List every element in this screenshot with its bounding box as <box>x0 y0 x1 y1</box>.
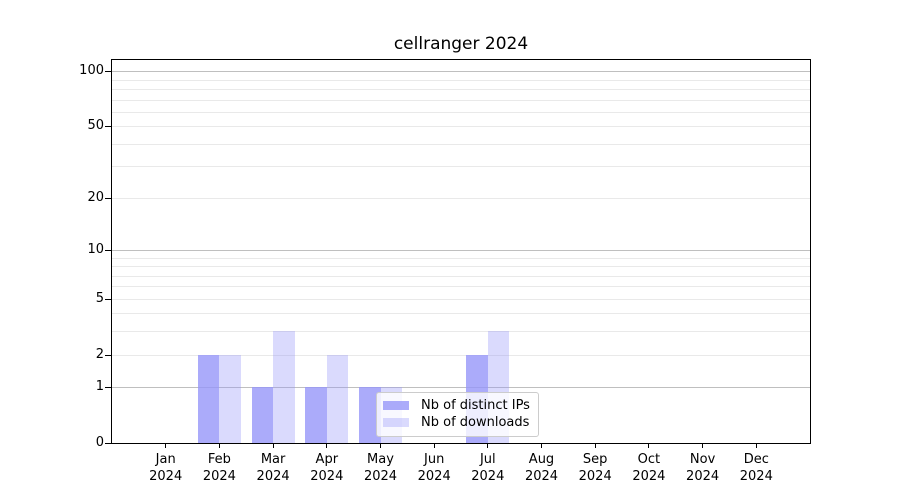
x-tick-mark <box>541 443 542 448</box>
x-tick-label: May 2024 <box>363 452 398 484</box>
legend-item-downloads: Nb of downloads <box>383 414 530 431</box>
y-tick-mark <box>105 298 111 300</box>
y-tick-label: 20 <box>87 189 104 205</box>
x-tick-label: Oct 2024 <box>632 452 666 484</box>
bars-layer <box>112 60 810 443</box>
y-tick-label: 0 <box>95 435 104 450</box>
minor-gridline <box>112 331 810 333</box>
minor-gridline <box>112 266 810 267</box>
minor-gridline <box>112 79 810 81</box>
x-tick-label: Jan 2024 <box>149 452 183 484</box>
bar-feb-downloads <box>219 354 241 443</box>
minor-gridline <box>112 143 810 145</box>
x-tick-mark <box>702 443 704 448</box>
y-tick-label: 10 <box>87 241 104 257</box>
x-tick-mark <box>218 443 220 448</box>
minor-gridline <box>112 298 810 300</box>
x-tick-mark <box>380 443 381 448</box>
x-tick-mark <box>165 443 167 448</box>
bar-mar-distinct-ips <box>251 387 274 443</box>
x-tick-label: Feb 2024 <box>202 452 236 484</box>
x-tick-label: Dec 2024 <box>739 452 773 484</box>
minor-gridline <box>112 257 810 259</box>
legend: Nb of distinct IPs Nb of downloads <box>376 392 539 437</box>
minor-gridline <box>112 99 810 101</box>
minor-gridline <box>112 166 810 168</box>
y-tick-label: 5 <box>95 290 104 306</box>
x-tick-label: Jul 2024 <box>471 452 505 484</box>
minor-gridline <box>112 88 810 90</box>
y-tick-label: 50 <box>87 118 104 134</box>
y-tick-mark <box>105 197 111 199</box>
x-tick-mark <box>433 443 435 448</box>
minor-gridline <box>112 111 810 113</box>
bar-may-distinct-ips <box>359 387 381 443</box>
y-tick-label: 1 <box>95 379 104 395</box>
major-gridline <box>112 71 810 73</box>
x-tick-mark <box>272 443 274 448</box>
chart-title: cellranger 2024 <box>393 34 529 54</box>
bar-apr-distinct-ips <box>305 387 327 443</box>
legend-swatch-distinct-ips <box>383 401 409 410</box>
major-gridline <box>112 249 810 251</box>
x-tick-mark <box>594 443 596 448</box>
minor-gridline <box>112 126 810 128</box>
y-tick-mark <box>105 126 111 128</box>
y-tick-label: 100 <box>79 63 104 79</box>
y-tick-mark <box>105 443 111 444</box>
major-gridline <box>112 387 810 389</box>
y-tick-mark <box>105 249 111 251</box>
plot-area: Nb of distinct IPs Nb of downloads <box>111 59 811 444</box>
x-tick-mark <box>487 443 489 448</box>
minor-gridline <box>112 286 810 288</box>
y-tick-mark <box>105 354 111 356</box>
x-tick-label: Mar 2024 <box>256 452 290 484</box>
x-tick-mark <box>755 443 757 448</box>
legend-label-downloads: Nb of downloads <box>421 415 530 430</box>
minor-gridline <box>112 313 810 315</box>
x-tick-mark <box>326 443 328 448</box>
minor-gridline <box>112 354 810 356</box>
bar-mar-downloads <box>273 331 295 443</box>
y-tick-label: 2 <box>95 346 104 362</box>
legend-label-distinct-ips: Nb of distinct IPs <box>421 398 530 413</box>
x-tick-label: Apr 2024 <box>310 452 344 484</box>
grid-layer <box>112 60 810 443</box>
y-tick-mark <box>105 387 111 389</box>
x-tick-label: Jun 2024 <box>417 452 451 484</box>
legend-item-distinct-ips: Nb of distinct IPs <box>383 397 530 414</box>
y-tick-mark <box>105 71 111 73</box>
bar-feb-distinct-ips <box>197 354 220 443</box>
x-tick-label: Sep 2024 <box>578 452 612 484</box>
bar-apr-downloads <box>326 354 349 443</box>
x-tick-label: Nov 2024 <box>686 452 720 484</box>
x-tick-label: Aug 2024 <box>524 452 559 484</box>
minor-gridline <box>112 197 810 199</box>
legend-swatch-downloads <box>383 418 409 427</box>
x-tick-mark <box>648 443 650 448</box>
minor-gridline <box>112 275 810 277</box>
